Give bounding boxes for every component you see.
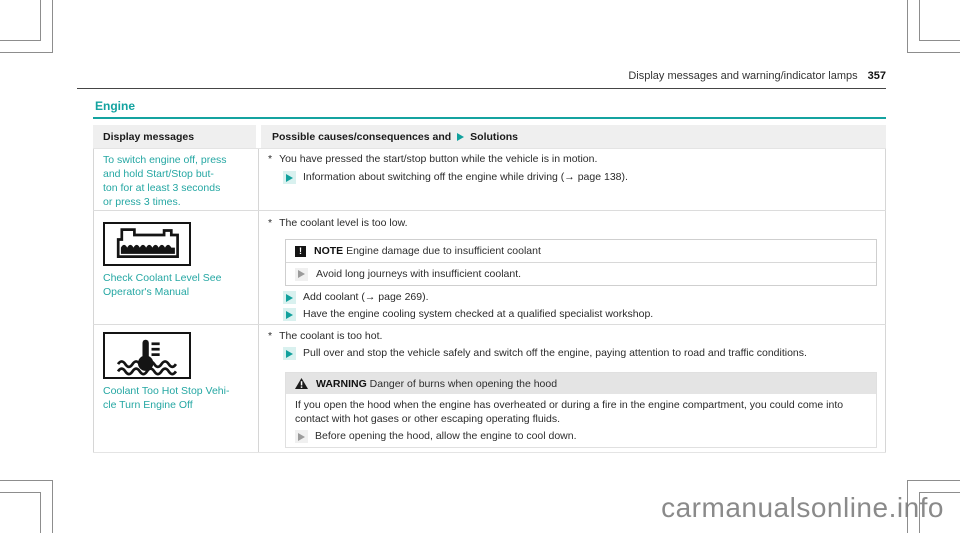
cause-line: * The coolant is too hot. <box>268 330 382 343</box>
solution-line: Have the engine cooling system checked a… <box>283 308 653 321</box>
solution-line: Add coolant (→ page 269). <box>283 291 429 304</box>
cause-marker: * <box>268 330 273 342</box>
solution-text: Add coolant (→ page 269). <box>303 291 429 303</box>
display-message-text: Check Coolant Level See Operator's Manua… <box>103 272 222 298</box>
solution-line: Information about switching off the engi… <box>283 171 628 184</box>
warning-title: Danger of burns when opening the hood <box>369 377 558 390</box>
crop-mark <box>0 0 53 53</box>
crop-mark <box>0 0 41 41</box>
coolant-temperature-icon <box>103 332 191 379</box>
crop-mark <box>907 0 960 53</box>
warning-advice: Before opening the hood, allow the engin… <box>286 430 876 443</box>
advice-arrow-icon <box>298 432 305 441</box>
crop-mark <box>919 0 960 41</box>
page-header-title: Display messages and warning/indicator l… <box>628 70 858 82</box>
advice-arrow-icon <box>298 270 305 278</box>
solution-arrow-icon <box>286 349 293 358</box>
solution-line: Pull over and stop the vehicle safely an… <box>283 347 807 360</box>
row-divider <box>93 324 886 325</box>
cause-marker: * <box>268 217 273 229</box>
note-icon: ! <box>295 245 306 257</box>
coolant-level-icon <box>103 222 191 266</box>
page-header: Display messages and warning/indicator l… <box>628 70 886 82</box>
column-header-causes-solutions: Possible causes/consequences and Solutio… <box>261 125 886 148</box>
cause-text: The coolant level is too low. <box>279 217 408 229</box>
solution-arrow-icon <box>286 173 293 182</box>
solution-text: Pull over and stop the vehicle safely an… <box>303 347 807 359</box>
crop-mark <box>0 492 41 533</box>
crop-mark <box>907 480 960 533</box>
cause-line: * The coolant level is too low. <box>268 217 408 230</box>
warning-triangle-icon <box>295 378 308 389</box>
row-divider <box>93 148 886 149</box>
solution-arrow-icon <box>286 310 293 319</box>
header-rule <box>77 88 886 89</box>
cause-marker: * <box>268 153 273 165</box>
section-rule <box>93 117 886 119</box>
solution-arrow-icon <box>286 293 293 302</box>
warning-header: WARNING Danger of burns when opening the… <box>286 373 876 394</box>
table-column-divider <box>258 148 259 452</box>
warning-box: WARNING Danger of burns when opening the… <box>285 372 877 448</box>
cause-text: The coolant is too hot. <box>279 330 383 342</box>
cause-line: * You have pressed the start/stop button… <box>268 153 597 166</box>
solution-text: Have the engine cooling system checked a… <box>303 308 654 320</box>
warning-body: If you open the hood when the engine has… <box>295 399 844 425</box>
solutions-triangle-icon <box>457 132 465 141</box>
section-title: Engine <box>95 99 136 113</box>
display-message-text: Coolant Too Hot Stop Vehi- cle Turn Engi… <box>103 385 230 411</box>
table-border-bottom <box>93 452 886 453</box>
display-message-text: To switch engine off, press and hold Sta… <box>103 154 227 208</box>
table-border-left <box>93 148 94 452</box>
note-advice: Avoid long journeys with insufficient co… <box>286 263 876 285</box>
row-divider <box>93 210 886 211</box>
solution-text: Information about switching off the engi… <box>303 171 628 183</box>
note-box: ! NOTE Engine damage due to insufficient… <box>285 239 877 286</box>
table-border-right <box>885 148 886 452</box>
page-number: 357 <box>867 70 886 82</box>
crop-mark <box>919 492 960 533</box>
cause-text: You have pressed the start/stop button w… <box>279 153 598 165</box>
crop-mark <box>0 480 53 533</box>
note-title: Engine damage due to insufficient coolan… <box>346 245 541 257</box>
column-header-display-messages: Display messages <box>93 125 256 148</box>
watermark: carmanualsonline.info <box>661 492 944 523</box>
note-header: ! NOTE Engine damage due to insufficient… <box>286 240 876 263</box>
